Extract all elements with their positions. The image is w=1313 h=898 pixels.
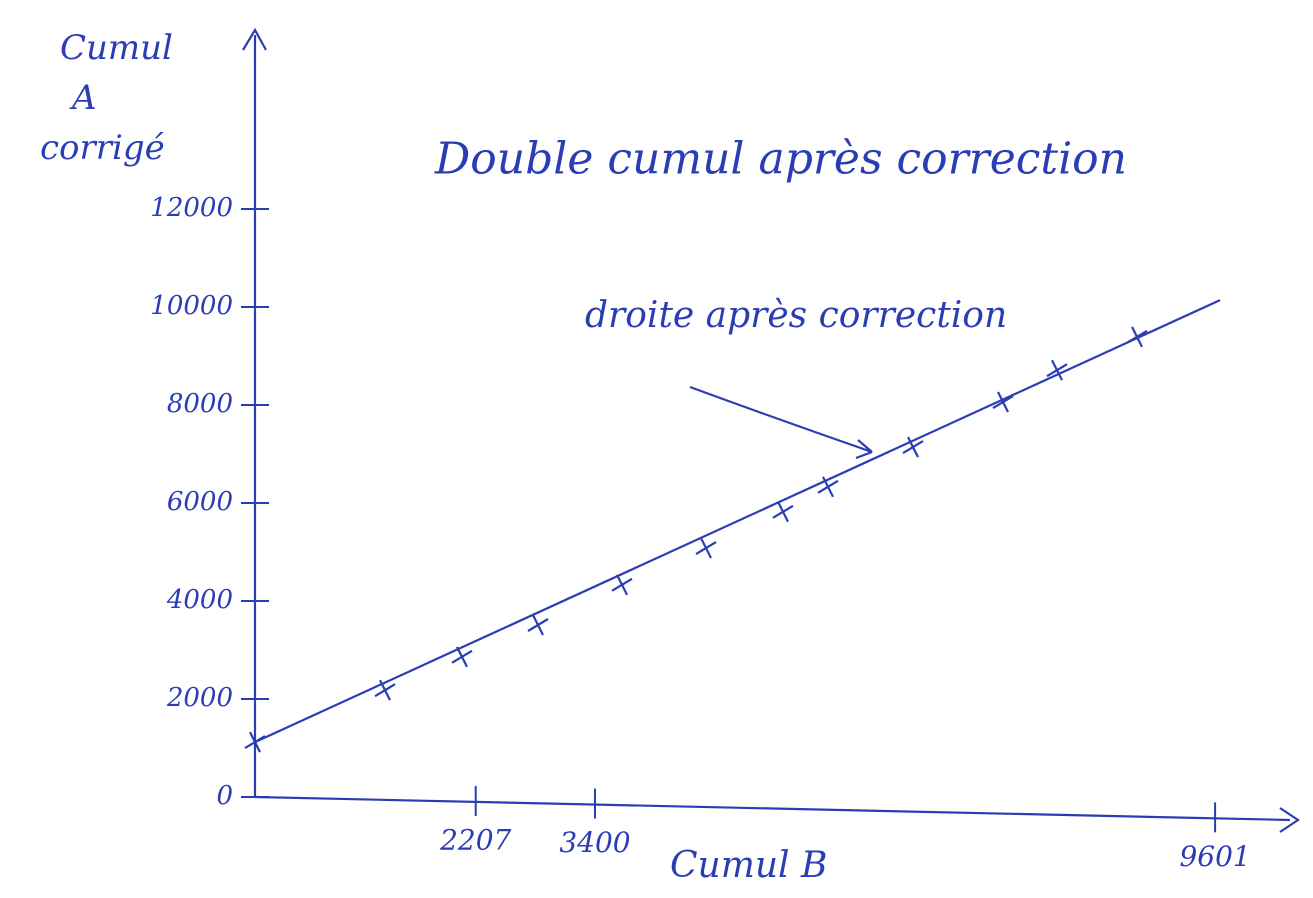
y-tick-label: 8000: [167, 389, 233, 419]
annotation: droite après correction: [585, 295, 1007, 336]
x-tick-label: 3400: [559, 826, 630, 859]
y-tick-label: 0: [216, 781, 233, 811]
x-tick-label: 9601: [1179, 840, 1250, 873]
y-axis-label: A: [69, 78, 97, 118]
x-axis-label: Cumul B: [670, 845, 827, 886]
y-tick-label: 2000: [166, 683, 233, 713]
chart: Double cumul après correction droite apr…: [0, 0, 1313, 898]
y-tick-label: 12000: [150, 193, 233, 223]
x-tick-label: 2207: [439, 823, 511, 856]
chart-title: Double cumul après correction: [434, 134, 1127, 185]
y-tick-label: 6000: [167, 487, 233, 517]
y-axis-label: Cumul: [60, 28, 173, 68]
y-tick-label: 4000: [166, 585, 233, 615]
y-axis-label: corrigé: [40, 128, 165, 168]
y-tick-label: 10000: [150, 291, 233, 321]
